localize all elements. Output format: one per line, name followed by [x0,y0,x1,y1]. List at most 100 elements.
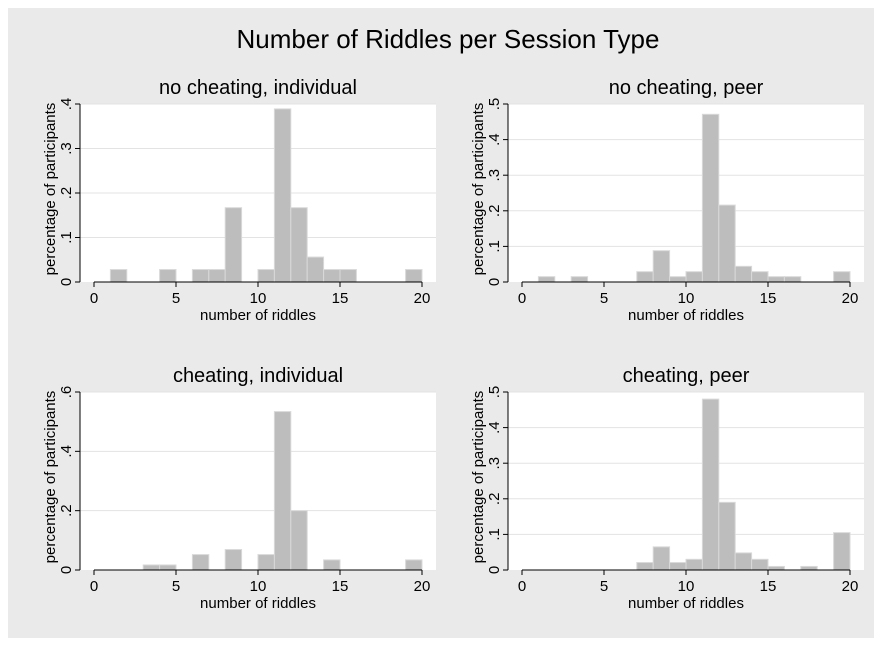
histogram-bar [339,269,357,283]
histogram-bar [652,250,671,283]
histogram-bar [257,269,275,283]
y-tick-label: 0 [58,566,75,574]
x-tick-label: 10 [250,578,267,595]
histogram-bar [290,510,308,571]
histogram-bar [405,269,423,283]
histogram-bar [191,269,210,283]
histogram-bar [208,269,226,283]
panel-2-plot-area [508,104,864,282]
histogram-bar [751,271,769,283]
histogram-bar [191,554,210,571]
y-tick-label: .1 [486,240,503,253]
y-tick-label: .6 [58,386,75,399]
x-tick-label: 20 [414,578,431,595]
y-tick-label: .5 [486,386,503,399]
histogram-bar [159,269,177,283]
x-tick-label: 20 [842,578,859,595]
x-tick-label: 10 [678,578,695,595]
y-tick-label: .1 [58,231,75,244]
panel-title: cheating, peer [623,365,750,387]
histogram-bar [273,411,292,571]
panel-3-plot-area [80,392,436,570]
histogram-bar [767,276,785,283]
histogram-bar [734,552,753,571]
x-tick-label: 15 [332,290,349,307]
histogram-bar [767,565,785,571]
x-axis-label: number of riddles [200,307,316,324]
histogram-bar [833,532,851,571]
histogram-bar [718,501,736,571]
y-tick-label: .3 [486,457,503,470]
y-tick-label: .3 [58,142,75,155]
histogram-bar [669,276,687,283]
x-tick-label: 15 [760,290,777,307]
y-axis-label: percentage of participants [42,391,59,564]
histogram-bar [405,559,423,571]
x-axis-label: number of riddles [628,307,744,324]
histogram-bar [734,265,753,283]
y-tick-label: 0 [486,566,503,574]
histogram-bar [323,269,341,283]
histogram-bar [257,554,275,571]
x-tick-label: 0 [90,290,98,307]
y-tick-label: .1 [486,528,503,541]
panel-title: no cheating, individual [159,77,357,99]
x-tick-label: 10 [678,290,695,307]
y-tick-label: .4 [486,421,503,434]
histogram-bar [636,271,654,283]
y-tick-label: .2 [58,504,75,517]
y-tick-label: 0 [486,278,503,286]
x-tick-label: 5 [172,578,180,595]
panel-title: no cheating, peer [609,77,764,99]
x-tick-label: 0 [518,578,526,595]
y-tick-label: .5 [486,98,503,111]
histogram-bar [701,398,720,571]
y-tick-label: .2 [486,493,503,506]
y-tick-label: .2 [486,205,503,218]
histogram-bar [636,562,654,571]
histogram-bar [718,204,736,283]
y-axis-label: percentage of participants [470,103,487,276]
panel-4-plot-area [508,392,864,570]
histogram-bar [751,558,769,571]
y-tick-label: .4 [58,445,75,458]
panel-title: cheating, individual [173,365,343,387]
histogram-bar [142,564,161,571]
y-tick-label: .2 [58,187,75,200]
x-tick-label: 20 [842,290,859,307]
x-tick-label: 5 [600,290,608,307]
histogram-bar [685,271,703,283]
y-tick-label: .4 [486,133,503,146]
x-axis-label: number of riddles [628,595,744,612]
histogram-bar [537,276,556,283]
histogram-bar [323,559,341,571]
figure-title: Number of Riddles per Session Type [237,24,660,54]
x-axis-label: number of riddles [200,595,316,612]
histogram-bar [290,207,308,283]
y-tick-label: .3 [486,169,503,182]
histogram-bar [800,565,818,571]
histogram-bar [306,256,325,283]
histogram-bar [224,207,243,283]
x-tick-label: 0 [518,290,526,307]
x-tick-label: 20 [414,290,431,307]
histogram-bar [224,549,243,571]
histogram-bar [652,546,671,571]
x-tick-label: 5 [600,578,608,595]
histogram-bar [669,562,687,571]
histogram-bar [273,108,292,283]
histogram-bar [570,276,589,283]
x-tick-label: 0 [90,578,98,595]
y-tick-label: 0 [58,278,75,286]
histogram-bar [109,269,128,283]
histogram-bar [685,558,703,571]
histogram-bar [783,276,802,283]
histogram-bar [701,113,720,283]
x-tick-label: 5 [172,290,180,307]
histogram-bar [833,271,851,283]
x-tick-label: 10 [250,290,267,307]
x-tick-label: 15 [332,578,349,595]
histogram-bar [159,564,177,571]
